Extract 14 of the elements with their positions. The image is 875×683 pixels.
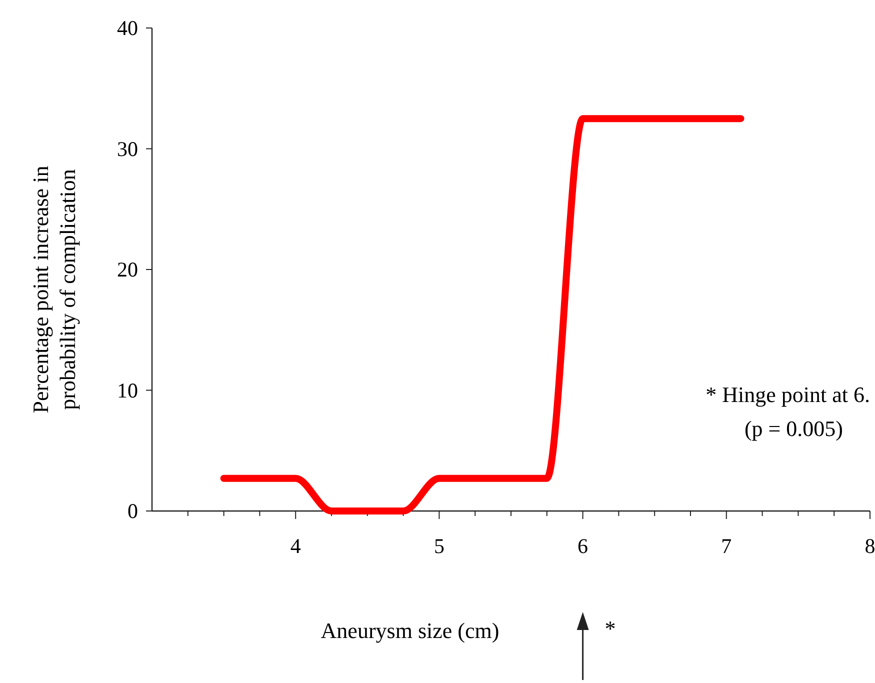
x-tick-label: 6 <box>578 534 588 558</box>
annotation: * Hinge point at 6. (p = 0.005) <box>706 382 870 441</box>
x-axis-title: Aneurysm size (cm) <box>320 618 500 643</box>
x-tick-label: 5 <box>434 534 444 558</box>
y-tick-label: 40 <box>117 16 138 40</box>
text: * <box>604 616 616 641</box>
y-tick-label: 30 <box>117 136 138 161</box>
x-tick-label: 8 <box>864 534 875 558</box>
x-tick-label: 7 <box>721 534 732 558</box>
y-tick-label: 0 <box>128 499 138 523</box>
y-tick-label: 20 <box>117 258 138 282</box>
x-tick-label: 4 <box>290 534 302 558</box>
y-tick-label: 10 <box>117 378 138 402</box>
y-axis-title: Percentage point increase in probability of complication <box>28 166 80 414</box>
